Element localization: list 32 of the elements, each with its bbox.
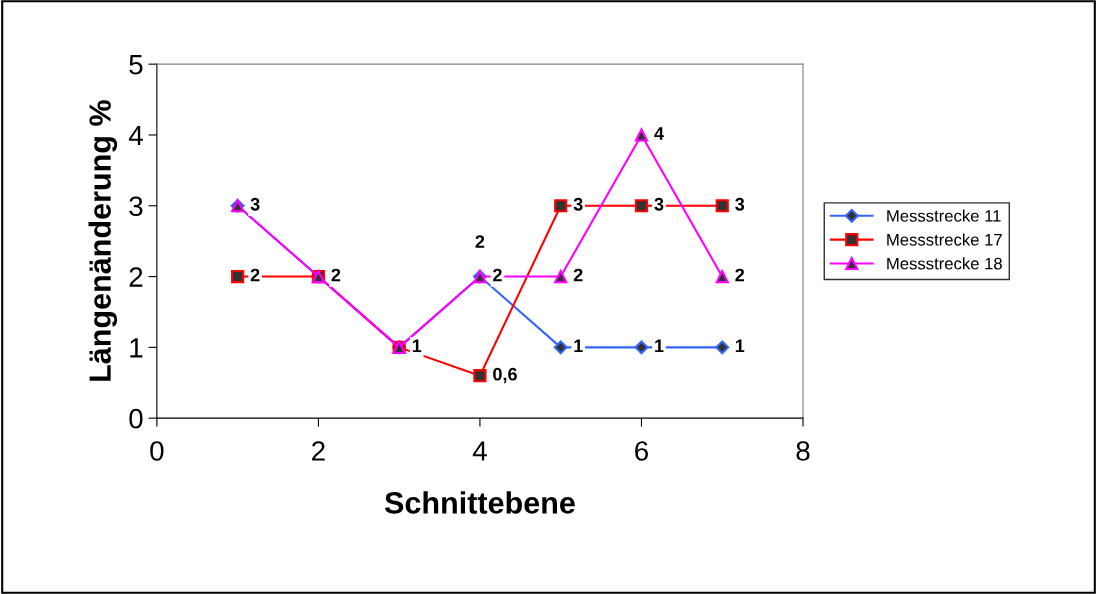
y-axis-title: Längenänderung % [88, 100, 118, 381]
data-label: 1 [655, 339, 664, 353]
y-tick-label: 2 [129, 267, 143, 287]
legend-label: Messstrecke 11 [887, 209, 1001, 222]
data-label: 1 [412, 339, 422, 353]
data-label: 2 [250, 268, 260, 282]
data-label: 2 [735, 268, 745, 282]
y-tick-label: 5 [129, 55, 143, 75]
x-axis-title: Schnittebene [384, 491, 575, 514]
data-label: 3 [654, 197, 664, 211]
x-tick-label: 0 [150, 441, 164, 461]
data-label: 2 [331, 268, 341, 282]
x-tick-label: 2 [312, 441, 325, 461]
data-label: 3 [573, 197, 583, 211]
data-label: 2 [475, 235, 485, 248]
y-tick-label: 4 [128, 125, 143, 146]
y-tick-label: 0 [129, 408, 143, 429]
y-tick-label: 3 [129, 196, 143, 217]
legend-label: Messstrecke 18 [887, 257, 1002, 270]
x-tick-label: 6 [635, 441, 648, 461]
data-label: 1 [735, 339, 745, 353]
x-tick-label: 4 [472, 441, 487, 461]
x-tick-label: 8 [796, 441, 810, 461]
data-label: 3 [250, 197, 260, 211]
data-label: 1 [574, 339, 583, 353]
data-label: 4 [654, 127, 664, 140]
data-label: 2 [573, 268, 583, 282]
legend-label: Messstrecke 17 [887, 233, 1002, 246]
data-label: 3 [735, 197, 745, 211]
y-tick-label: 1 [130, 338, 143, 358]
data-label: 2 [493, 268, 502, 282]
data-label: 0,6 [493, 367, 517, 384]
